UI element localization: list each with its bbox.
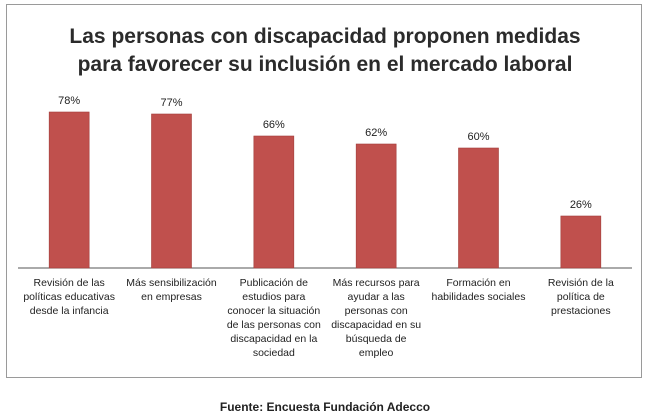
category-label-4-line-4: discapacidad en su — [331, 319, 422, 331]
chart-title-line-2: para favorecer su inclusión en el mercad… — [77, 53, 573, 76]
category-label-3-line-6: sociedad — [252, 347, 295, 359]
category-label-4-line-3: personas con — [344, 305, 408, 317]
data-label-2: 77% — [160, 97, 182, 109]
data-label-5: 60% — [467, 131, 489, 143]
category-label-2: Más sensibilización en empresas — [124, 276, 220, 304]
data-label-3: 66% — [263, 119, 285, 131]
category-label-4-line-1: Más recursos para — [332, 277, 420, 289]
data-label-4: 62% — [365, 127, 387, 139]
category-label-3-line-2: estudios para — [242, 291, 306, 303]
bar-4 — [355, 143, 397, 269]
data-label-6: 26% — [570, 199, 592, 211]
category-label-1-line-3: desde la infancia — [29, 305, 109, 317]
category-label-5-line-1: Formación en — [446, 277, 511, 289]
category-label-4-line-6: empleo — [358, 347, 394, 359]
chart-frame: Las personas con discapacidad proponen m… — [6, 4, 642, 378]
bar-5 — [458, 147, 499, 269]
category-label-6-line-3: prestaciones — [551, 305, 611, 317]
category-label-3-line-4: de las personas con — [226, 319, 321, 331]
category-label-5-line-2: habilidades sociales — [431, 291, 526, 303]
bar-3 — [253, 135, 295, 269]
bar-2 — [151, 113, 192, 269]
category-label-3-line-1: Publicación de — [239, 277, 308, 289]
chart-title-line-1: Las personas con discapacidad proponen m… — [69, 25, 581, 48]
bar-6 — [560, 215, 602, 269]
category-label-1-line-2: políticas educativas — [23, 291, 115, 303]
category-label-5: Formación en habilidades sociales — [431, 276, 527, 304]
category-label-2-line-1: Más sensibilización — [126, 277, 217, 289]
category-label-4-line-5: búsqueda de — [345, 333, 407, 345]
category-label-4: Más recursos para ayudar a las personas co… — [328, 276, 424, 360]
category-label-3-line-5: discapacidad en la — [230, 333, 318, 345]
category-label-1-line-1: Revisión de las — [33, 277, 105, 289]
category-label-6: Revisión de la política de prestaciones — [533, 276, 629, 318]
category-label-4-line-2: ayudar a las — [347, 291, 405, 303]
bar-1 — [48, 111, 90, 269]
category-label-2-line-2: en empresas — [141, 291, 202, 303]
category-label-6-line-2: política de — [556, 291, 605, 303]
category-label-3: Publicación de estudios para conocer la si… — [226, 276, 322, 360]
source-note: Fuente: Encuesta Fundación Adecco — [219, 400, 431, 414]
data-label-1: 78% — [58, 95, 80, 107]
category-label-6-line-1: Revisión de la — [547, 277, 614, 289]
category-label-3-line-3: conocer la situación — [227, 305, 321, 317]
category-label-1: Revisión de las políticas educativas desde… — [21, 276, 117, 318]
